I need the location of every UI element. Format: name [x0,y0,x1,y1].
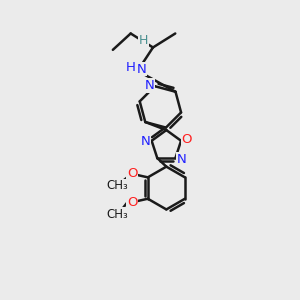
Text: H: H [126,61,136,74]
Text: N: N [176,153,186,166]
Text: N: N [141,136,151,148]
Text: CH₃: CH₃ [106,208,128,221]
Text: O: O [182,133,192,146]
Text: CH₃: CH₃ [106,179,128,192]
Text: N: N [137,63,147,76]
Text: H: H [139,34,148,47]
Text: O: O [127,167,138,180]
Text: N: N [145,79,155,92]
Text: O: O [127,196,138,209]
